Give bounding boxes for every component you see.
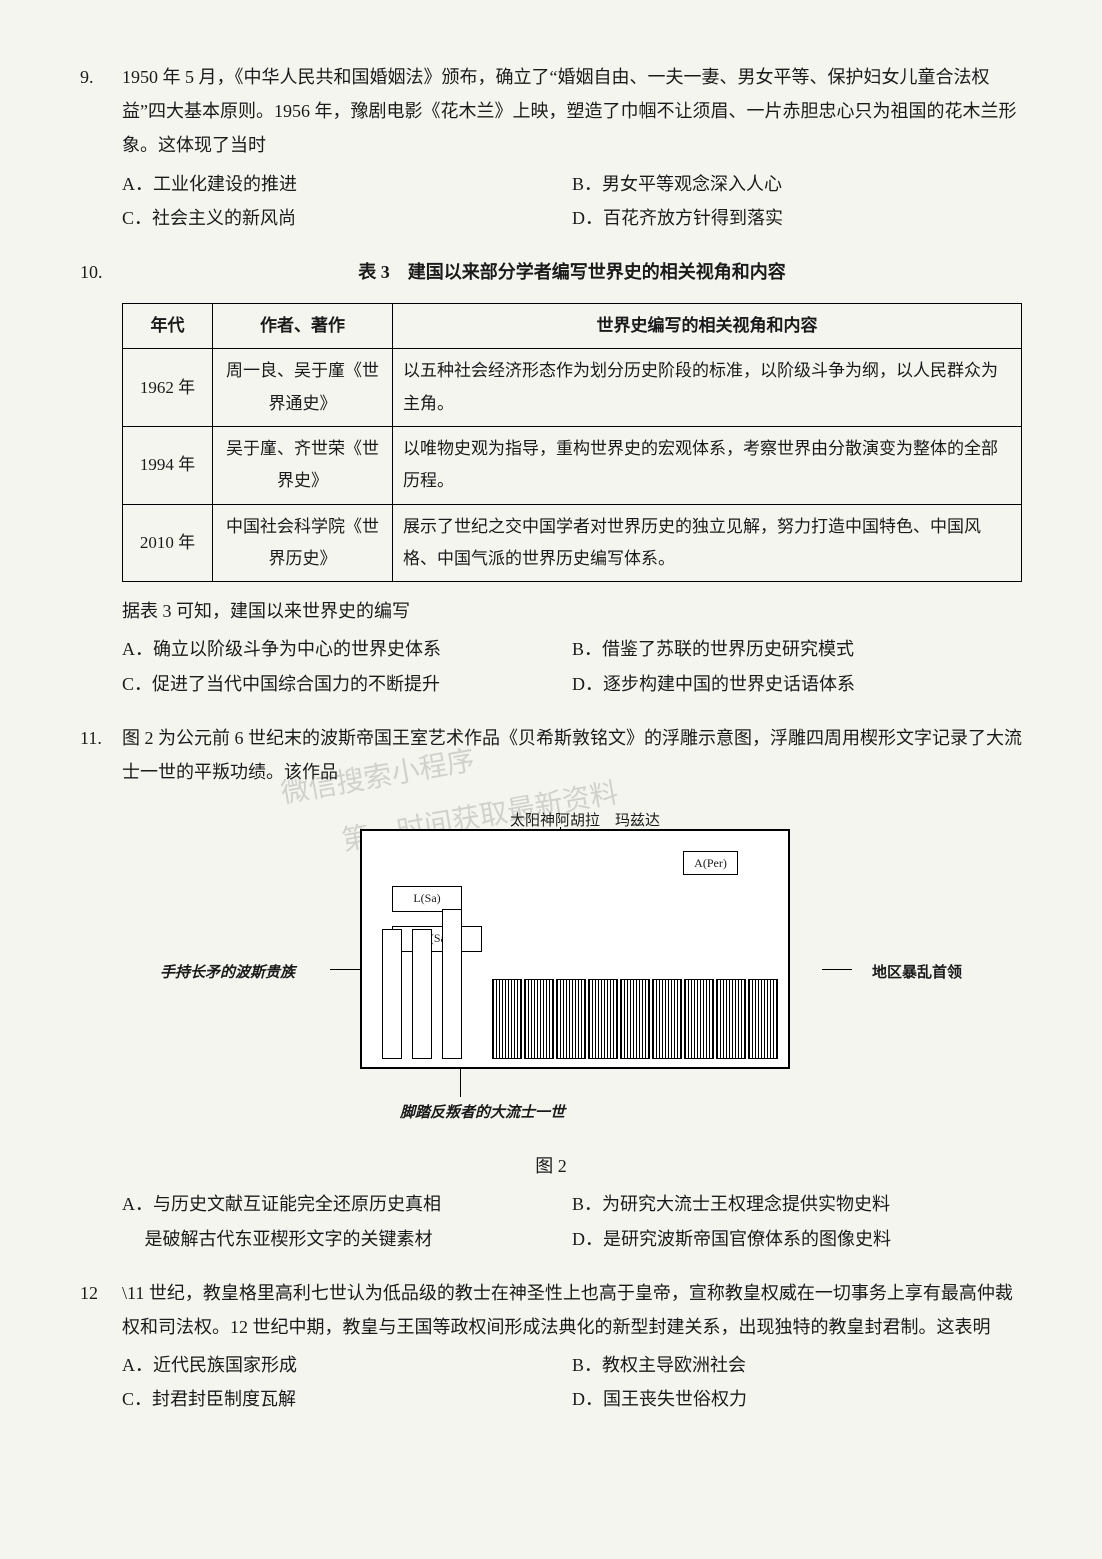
option-c: C．社会主义的新风尚: [122, 201, 572, 235]
option-c: 是破解古代东亚楔形文字的关键素材: [122, 1222, 572, 1256]
question-lead: 据表 3 可知，建国以来世界史的编写: [122, 594, 1022, 628]
table-header-row: 年代 作者、著作 世界史编写的相关视角和内容: [123, 304, 1022, 349]
inner-box: A(Per): [683, 851, 738, 875]
figure-icon: [588, 979, 618, 1059]
relief-outline: A(Per) L(Sa) A (Saz): [360, 829, 790, 1069]
option-a: A．确立以阶级斗争为中心的世界史体系: [122, 632, 572, 666]
options-11: A．与历史文献互证能完全还原历史真相 B．为研究大流士王权理念提供实物史料 是破…: [80, 1187, 1022, 1255]
header-author: 作者、著作: [213, 304, 393, 349]
question-number: 11.: [80, 721, 122, 789]
question-text: \11 世纪，教皇格里高利七世认为低品级的教士在神圣性上也高于皇帝，宣称教皇权威…: [122, 1276, 1022, 1344]
table-row: 1962 年 周一良、吴于廑《世界通史》 以五种社会经济形态作为划分历史阶段的标…: [123, 349, 1022, 427]
table-row: 1994 年 吴于廑、齐世荣《世界史》 以唯物史观为指导，重构世界史的宏观体系，…: [123, 427, 1022, 505]
cell-content: 展示了世纪之交中国学者对世界历史的独立见解，努力打造中国特色、中国风格、中国气派…: [393, 504, 1022, 582]
figure-icon: [620, 979, 650, 1059]
arrow-line: [460, 1069, 461, 1097]
question-number: 9.: [80, 60, 122, 163]
option-b: B．教权主导欧洲社会: [572, 1348, 1022, 1382]
question-11: 11. 图 2 为公元前 6 世纪末的波斯帝国王室艺术作品《贝希斯敦铭文》的浮雕…: [80, 721, 1022, 1256]
option-d: D．是研究波斯帝国官僚体系的图像史料: [572, 1222, 1022, 1256]
cell-year: 1994 年: [123, 427, 213, 505]
question-12: 12 \11 世纪，教皇格里高利七世认为低品级的教士在神圣性上也高于皇帝，宣称教…: [80, 1276, 1022, 1417]
question-number: 12: [80, 1276, 122, 1344]
options-12: A．近代民族国家形成 B．教权主导欧洲社会 C．封君封臣制度瓦解 D．国王丧失世…: [80, 1348, 1022, 1416]
table-row: 2010 年 中国社会科学院《世界历史》 展示了世纪之交中国学者对世界历史的独立…: [123, 504, 1022, 582]
label-bottom: 脚踏反叛者的大流士一世: [400, 1099, 565, 1128]
figure-caption: 图 2: [80, 1149, 1022, 1183]
cell-year: 2010 年: [123, 504, 213, 582]
question-9: 9. 1950 年 5 月，《中华人民共和国婚姻法》颁布，确立了“婚姻自由、一夫…: [80, 60, 1022, 235]
option-a: A．与历史文献互证能完全还原历史真相: [122, 1187, 572, 1221]
figure-icon: [556, 979, 586, 1059]
question-text: 图 2 为公元前 6 世纪末的波斯帝国王室艺术作品《贝希斯敦铭文》的浮雕示意图，…: [122, 721, 1022, 789]
option-d: D．百花齐放方针得到落实: [572, 201, 1022, 235]
options-9: A．工业化建设的推进 B．男女平等观念深入人心 C．社会主义的新风尚 D．百花齐…: [80, 167, 1022, 235]
option-c: C．促进了当代中国综合国力的不断提升: [122, 667, 572, 701]
header-content: 世界史编写的相关视角和内容: [393, 304, 1022, 349]
option-c: C．封君封臣制度瓦解: [122, 1382, 572, 1416]
data-table: 年代 作者、著作 世界史编写的相关视角和内容 1962 年 周一良、吴于廑《世界…: [122, 303, 1022, 582]
option-b: B．男女平等观念深入人心: [572, 167, 1022, 201]
cell-author: 吴于廑、齐世荣《世界史》: [213, 427, 393, 505]
figure-icon: [382, 929, 402, 1059]
option-a: A．近代民族国家形成: [122, 1348, 572, 1382]
figure-2-diagram: 太阳神阿胡拉 玛兹达 A(Per) L(Sa) A (Saz): [80, 799, 1022, 1139]
header-year: 年代: [123, 304, 213, 349]
inner-box: A (Saz): [392, 926, 482, 952]
figure-icon: [524, 979, 554, 1059]
option-a: A．工业化建设的推进: [122, 167, 572, 201]
arrow-line: [330, 969, 360, 970]
cell-author: 中国社会科学院《世界历史》: [213, 504, 393, 582]
label-right: 地区暴乱首领: [872, 959, 962, 988]
options-10: A．确立以阶级斗争为中心的世界史体系 B．借鉴了苏联的世界历史研究模式 C．促进…: [122, 632, 1022, 700]
figure-icon: [412, 929, 432, 1059]
question-number: 10.: [80, 255, 122, 295]
figure-icon: [652, 979, 682, 1059]
question-text: 1950 年 5 月，《中华人民共和国婚姻法》颁布，确立了“婚姻自由、一夫一妻、…: [122, 60, 1022, 163]
option-d: D．逐步构建中国的世界史话语体系: [572, 667, 1022, 701]
figure-icon: [748, 979, 778, 1059]
prisoners-row: [492, 969, 778, 1059]
question-10: 10. 表 3 建国以来部分学者编写世界史的相关视角和内容 年代 作者、著作 世…: [80, 255, 1022, 701]
cell-content: 以五种社会经济形态作为划分历史阶段的标准，以阶级斗争为纲，以人民群众为主角。: [393, 349, 1022, 427]
label-left: 手持长矛的波斯贵族: [160, 959, 295, 988]
option-b: B．为研究大流士王权理念提供实物史料: [572, 1187, 1022, 1221]
option-b: B．借鉴了苏联的世界历史研究模式: [572, 632, 1022, 666]
table-title: 表 3 建国以来部分学者编写世界史的相关视角和内容: [122, 255, 1022, 289]
figure-icon: [716, 979, 746, 1059]
figure-icon: [442, 909, 462, 1059]
arrow-line: [822, 969, 852, 970]
figure-icon: [684, 979, 714, 1059]
option-d: D．国王丧失世俗权力: [572, 1382, 1022, 1416]
cell-content: 以唯物史观为指导，重构世界史的宏观体系，考察世界由分散演变为整体的全部历程。: [393, 427, 1022, 505]
cell-year: 1962 年: [123, 349, 213, 427]
cell-author: 周一良、吴于廑《世界通史》: [213, 349, 393, 427]
figure-icon: [492, 979, 522, 1059]
